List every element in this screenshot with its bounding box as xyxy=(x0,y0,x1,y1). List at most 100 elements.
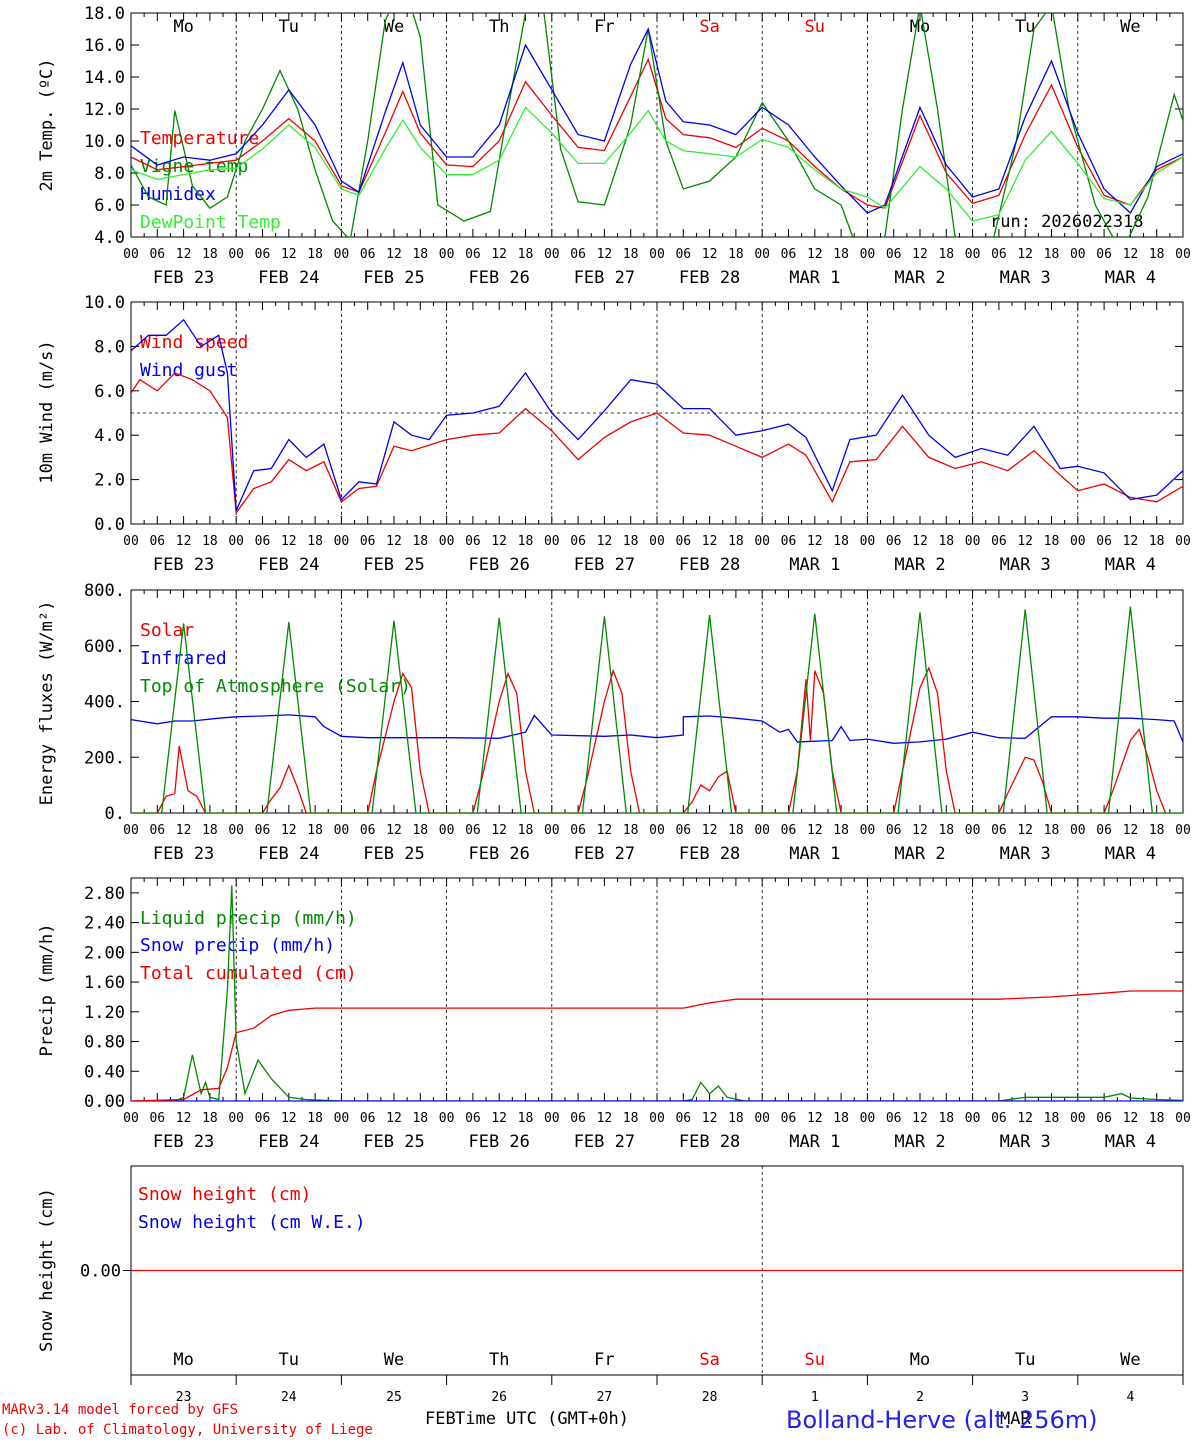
legend-solar: Solar xyxy=(140,620,194,641)
x-tick-label: 06 xyxy=(991,534,1007,549)
x-tick-label: 18 xyxy=(202,247,218,262)
x-tick-label: 18 xyxy=(623,247,639,262)
date-label: MAR 3 xyxy=(1000,268,1051,288)
series-line xyxy=(131,990,1183,1101)
x-tick-label: 00 xyxy=(1070,1111,1086,1126)
y-tick-label: 10.0 xyxy=(84,132,125,152)
day-name-label: Su xyxy=(805,17,825,37)
legend-snow-height-we: Snow height (cm W.E.) xyxy=(138,1212,366,1233)
x-tick-label: 12 xyxy=(807,247,823,262)
x-tick-label: 06 xyxy=(991,247,1007,262)
x-tick-label: 00 xyxy=(1175,1111,1191,1126)
x-tick-label: 06 xyxy=(991,823,1007,838)
temperature-panel: 2m Temp. (ºC) Temperature Vigne temp Hum… xyxy=(37,4,1191,288)
x-tick-label: 18 xyxy=(833,1111,849,1126)
day-name-label: We xyxy=(1120,1350,1140,1370)
series-line xyxy=(131,372,1183,515)
x-tick-label: 12 xyxy=(912,534,928,549)
date-label: FEB 23 xyxy=(153,844,214,864)
date-label: MAR 1 xyxy=(789,1132,840,1152)
date-label: MAR 2 xyxy=(894,844,945,864)
x-tick-label: 18 xyxy=(1044,1111,1060,1126)
date-label: MAR 3 xyxy=(1000,555,1051,575)
day-name-label: We xyxy=(384,17,404,37)
energy-ylabel: Energy fluxes (W/m²) xyxy=(37,601,57,806)
month-label-mar: MAR xyxy=(1000,1409,1031,1429)
x-tick-label: 06 xyxy=(886,823,902,838)
y-tick-label: 4.0 xyxy=(94,228,125,248)
x-tick-label: 18 xyxy=(307,247,323,262)
x-tick-label: 06 xyxy=(570,247,586,262)
day-number: 24 xyxy=(281,1390,297,1405)
x-tick-label: 00 xyxy=(439,823,455,838)
series-line xyxy=(131,27,1183,215)
series-line xyxy=(131,57,1183,209)
x-tick-label: 12 xyxy=(491,823,507,838)
day-number: 3 xyxy=(1021,1390,1029,1405)
x-tick-label: 06 xyxy=(255,247,271,262)
x-tick-label: 18 xyxy=(412,823,428,838)
date-label: FEB 26 xyxy=(468,268,529,288)
legend-humidex: Humidex xyxy=(140,184,216,205)
x-tick-label: 00 xyxy=(754,1111,770,1126)
x-tick-label: 12 xyxy=(386,247,402,262)
y-tick-label: 6.0 xyxy=(94,382,125,402)
day-number: 23 xyxy=(176,1390,192,1405)
day-name-label: Tu xyxy=(1015,17,1035,37)
date-label: MAR 2 xyxy=(894,555,945,575)
x-tick-label: 00 xyxy=(334,1111,350,1126)
y-tick-label: 0.00 xyxy=(84,1092,125,1112)
series-line xyxy=(131,666,1167,813)
x-tick-label: 00 xyxy=(860,247,876,262)
legend-toa-solar: Top of Atmosphere (Solar) xyxy=(140,676,411,697)
x-tick-label: 06 xyxy=(360,247,376,262)
x-tick-label: 12 xyxy=(912,247,928,262)
x-tick-label: 12 xyxy=(281,247,297,262)
x-tick-label: 00 xyxy=(965,1111,981,1126)
x-tick-label: 00 xyxy=(228,1111,244,1126)
x-tick-label: 12 xyxy=(1123,1111,1139,1126)
date-label: FEB 28 xyxy=(679,555,740,575)
x-tick-label: 12 xyxy=(597,823,613,838)
x-tick-label: 18 xyxy=(412,247,428,262)
x-tick-label: 12 xyxy=(702,823,718,838)
x-tick-label: 06 xyxy=(570,823,586,838)
x-tick-label: 00 xyxy=(544,1111,560,1126)
y-tick-label: 8.0 xyxy=(94,164,125,184)
y-tick-label: 0.0 xyxy=(94,515,125,535)
x-tick-label: 00 xyxy=(228,534,244,549)
date-label: FEB 27 xyxy=(574,1132,635,1152)
x-tick-label: 00 xyxy=(334,823,350,838)
month-label-feb: FEB xyxy=(425,1409,456,1429)
x-tick-label: 12 xyxy=(1017,1111,1033,1126)
x-tick-label: 06 xyxy=(360,1111,376,1126)
date-label: FEB 26 xyxy=(468,555,529,575)
x-tick-label: 00 xyxy=(965,534,981,549)
date-label: FEB 25 xyxy=(363,1132,424,1152)
energy-panel: Energy fluxes (W/m²) Solar Infrared Top … xyxy=(37,581,1191,864)
x-axis-label: Time UTC (GMT+0h) xyxy=(455,1409,629,1429)
model-credit: MARv3.14 model forced by GFS xyxy=(2,1402,238,1418)
x-tick-label: 12 xyxy=(1123,247,1139,262)
series-line xyxy=(131,885,1183,1101)
x-tick-label: 18 xyxy=(307,823,323,838)
date-label: MAR 1 xyxy=(789,844,840,864)
x-tick-label: 06 xyxy=(781,247,797,262)
x-tick-label: 06 xyxy=(675,247,691,262)
day-name-label: Tu xyxy=(279,17,299,37)
y-tick-label: 2.40 xyxy=(84,914,125,934)
x-tick-label: 00 xyxy=(754,247,770,262)
x-tick-label: 12 xyxy=(491,1111,507,1126)
x-tick-label: 06 xyxy=(1096,247,1112,262)
day-number: 28 xyxy=(702,1390,718,1405)
y-tick-label: 18.0 xyxy=(84,4,125,24)
x-tick-label: 18 xyxy=(1044,823,1060,838)
precip-panel: Precip (mm/h) Liquid precip (mm/h) Snow … xyxy=(37,877,1191,1152)
day-number: 4 xyxy=(1126,1390,1134,1405)
day-number: 2 xyxy=(916,1390,924,1405)
x-tick-label: 12 xyxy=(281,1111,297,1126)
x-tick-label: 06 xyxy=(675,1111,691,1126)
day-name-label: Mo xyxy=(910,17,930,37)
y-tick-label: 0. xyxy=(105,804,125,824)
x-tick-label: 00 xyxy=(649,247,665,262)
